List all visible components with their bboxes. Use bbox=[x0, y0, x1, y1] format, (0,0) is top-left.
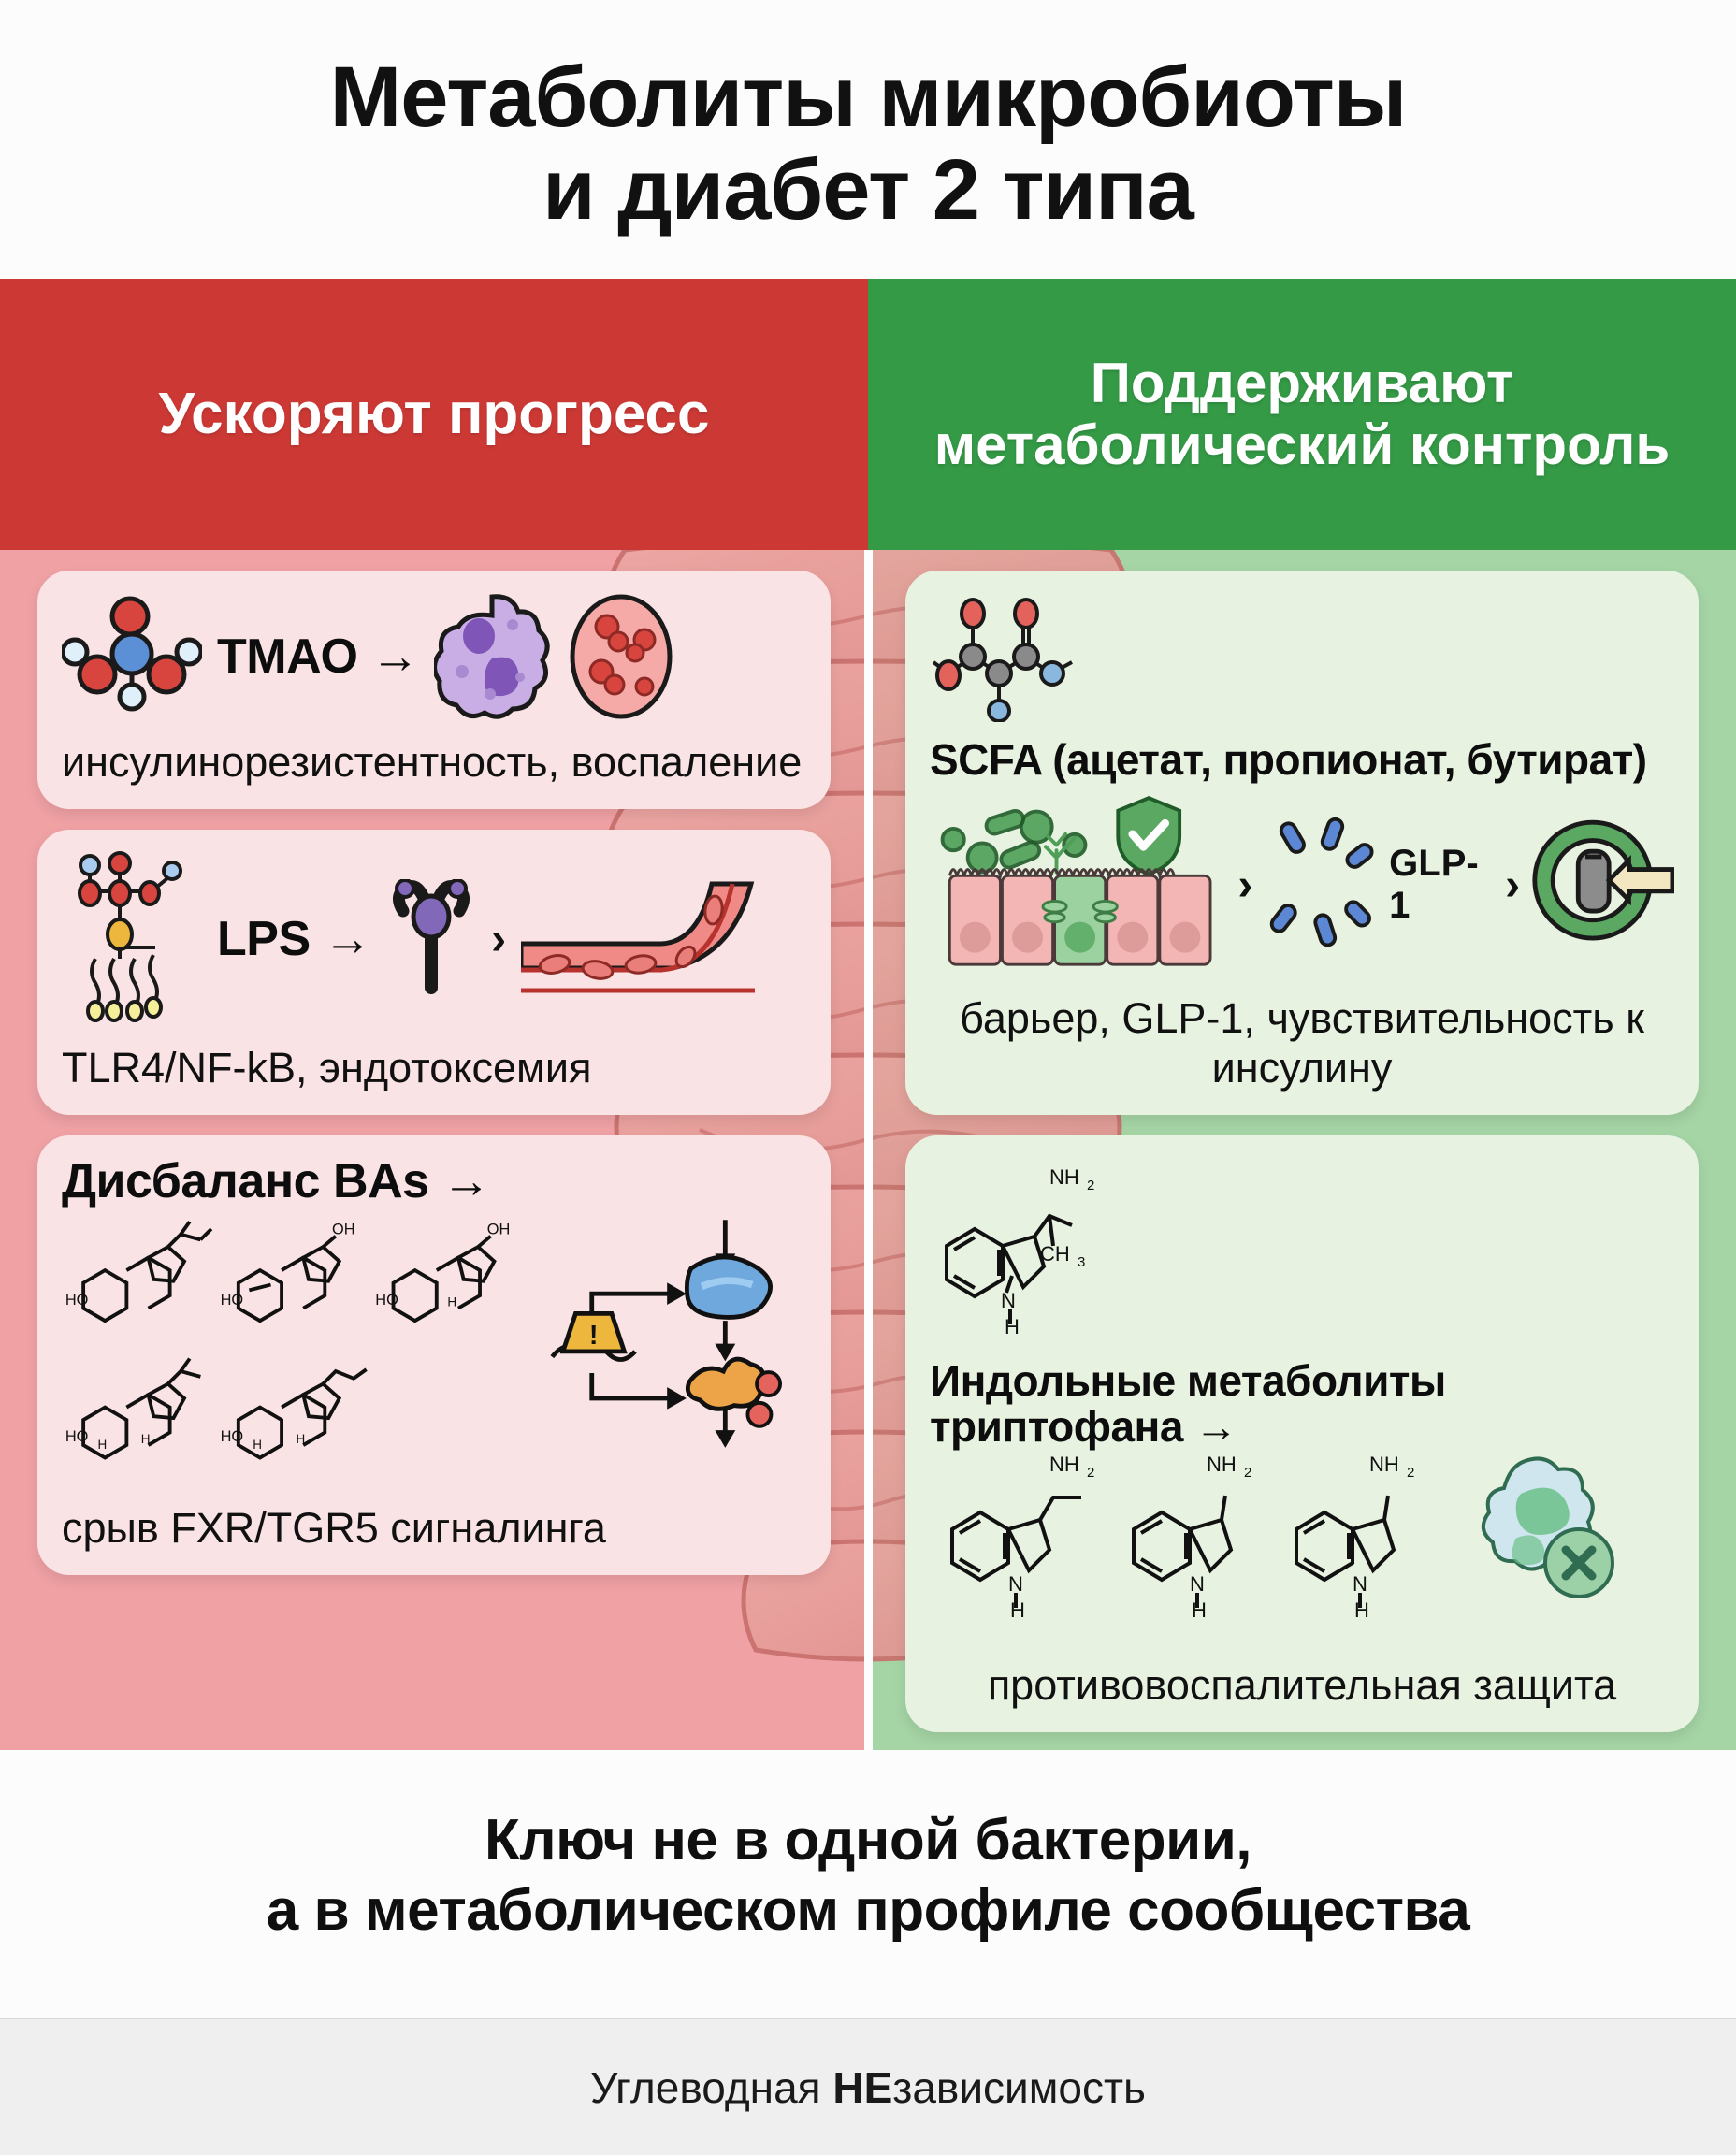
svg-text:H: H bbox=[447, 1294, 456, 1309]
tagline-line-2: а в метаболическом профиле сообщества bbox=[266, 1877, 1470, 1943]
comparison-body: Ускоряют прогресс bbox=[0, 279, 1736, 1750]
svg-text:2: 2 bbox=[1407, 1465, 1414, 1481]
panel-header-right-label: Поддерживают метаболический контроль bbox=[933, 352, 1671, 476]
svg-text:CH: CH bbox=[1040, 1242, 1070, 1266]
card-tmao[interactable]: ТМАО → bbox=[37, 571, 831, 810]
panel-header-right: Поддерживают метаболический контроль bbox=[868, 279, 1736, 550]
svg-text:HO: HO bbox=[375, 1292, 398, 1309]
bile-acid-structures-icon: HO OH HO bbox=[65, 1220, 511, 1460]
svg-text:OH: OH bbox=[332, 1221, 355, 1237]
brand-bar: Углеводная НЕзависимость bbox=[0, 2018, 1736, 2155]
lps-molecule-icon bbox=[78, 851, 182, 1023]
svg-text:H: H bbox=[296, 1432, 305, 1446]
tryptophan-molecule-icon: NH 2 CH 3 N H bbox=[945, 1165, 1094, 1338]
svg-text:H: H bbox=[141, 1432, 151, 1446]
blood-vessel-icon bbox=[521, 881, 756, 993]
immune-cell-icon bbox=[433, 594, 550, 719]
brand-bold: НЕ bbox=[832, 2062, 893, 2112]
chevron-right-icon-2: › bbox=[1505, 860, 1521, 910]
card-lps[interactable]: LPS → › bbox=[37, 830, 831, 1116]
svg-text:H: H bbox=[98, 1438, 108, 1452]
page-title: Метаболиты микробиоты и диабет 2 типа bbox=[0, 0, 1736, 279]
card-bile-acids[interactable]: Дисбаланс BAs → HO bbox=[37, 1135, 831, 1575]
tagline-block: Ключ не в одной бактерии, а в метаболиче… bbox=[0, 1750, 1736, 2018]
blood-cells-circle-icon bbox=[570, 594, 673, 719]
tlr4-receptor-icon bbox=[393, 879, 470, 995]
title-line-1: Метаболиты микробиоты bbox=[329, 49, 1408, 145]
svg-text:NH: NH bbox=[1049, 1453, 1079, 1476]
right-card-list: SCFA (ацетат, пропионат, бутират) bbox=[868, 550, 1736, 1750]
svg-text:2: 2 bbox=[1244, 1465, 1251, 1481]
svg-text:2: 2 bbox=[1087, 1178, 1094, 1193]
brand-name: Углеводная НЕзависимость bbox=[590, 2062, 1146, 2113]
svg-text:N: N bbox=[1353, 1572, 1367, 1596]
brand-prefix: Углеводная bbox=[589, 2062, 833, 2112]
chevron-right-icon-1: › bbox=[1237, 860, 1253, 910]
panel-header-left-label: Ускоряют прогресс bbox=[158, 381, 710, 446]
svg-text:2: 2 bbox=[1087, 1465, 1094, 1481]
svg-text:H: H bbox=[1010, 1598, 1025, 1622]
title-line-2: и диабет 2 типа bbox=[542, 142, 1194, 238]
card-bile-acids-sub: срыв FXR/TGR5 сигналинга bbox=[62, 1503, 606, 1552]
card-bile-acids-title: Дисбаланс BAs → bbox=[62, 1154, 491, 1209]
card-tmao-sub: инсулинорезистентность, воспаление bbox=[62, 738, 803, 786]
panel-accelerators: Ускоряют прогресс bbox=[0, 279, 868, 1750]
bacteria-icon bbox=[1270, 817, 1374, 947]
card-indole-metabolites[interactable]: NH 2 CH 3 N H Индольные метаболиты трипт… bbox=[905, 1135, 1699, 1733]
panel-header-left: Ускоряют прогресс bbox=[0, 279, 868, 550]
svg-text:HO: HO bbox=[65, 1428, 89, 1445]
card-indole-title: Индольные метаболиты триптофана → bbox=[930, 1356, 1446, 1451]
card-indole-sub: противовоспалительная защита bbox=[987, 1661, 1617, 1710]
bile-signal-diagram-icon: ! bbox=[550, 1219, 782, 1448]
card-tmao-title: ТМАО → bbox=[217, 629, 419, 684]
panel-protectors: Поддерживают метаболический контроль bbox=[868, 279, 1736, 1750]
svg-text:HO: HO bbox=[221, 1428, 244, 1445]
svg-text:N: N bbox=[1001, 1289, 1016, 1312]
svg-text:H: H bbox=[1354, 1598, 1369, 1622]
svg-text:HO: HO bbox=[221, 1292, 244, 1309]
chevron-right-icon: › bbox=[491, 914, 507, 964]
tagline-line-1: Ключ не в одной бактерии, bbox=[484, 1808, 1252, 1873]
left-card-list: ТМАО → bbox=[0, 550, 868, 1599]
glp1-label: GLP-1 bbox=[1389, 843, 1479, 927]
tmao-molecule-icon bbox=[62, 596, 202, 712]
card-lps-title: LPS → bbox=[217, 911, 372, 966]
svg-text:NH: NH bbox=[1049, 1165, 1079, 1189]
indole-structures-icon: NH 2 N H bbox=[950, 1453, 1414, 1622]
svg-text:N: N bbox=[1008, 1572, 1023, 1596]
macrophage-blocked-icon bbox=[1482, 1456, 1614, 1599]
svg-text:H: H bbox=[253, 1438, 262, 1452]
gut-epithelium-barrier-icon bbox=[940, 796, 1212, 966]
card-scfa-title: SCFA (ацетат, пропионат, бутират) bbox=[930, 735, 1647, 784]
svg-text:HO: HO bbox=[65, 1292, 89, 1309]
card-scfa[interactable]: SCFA (ацетат, пропионат, бутират) bbox=[905, 571, 1699, 1116]
svg-text:NH: NH bbox=[1369, 1453, 1399, 1476]
svg-text:!: ! bbox=[589, 1321, 599, 1351]
scfa-molecule-icon bbox=[932, 598, 1073, 722]
svg-text:NH: NH bbox=[1207, 1453, 1237, 1476]
svg-text:OH: OH bbox=[487, 1221, 511, 1237]
svg-text:3: 3 bbox=[1078, 1254, 1085, 1270]
svg-text:N: N bbox=[1190, 1572, 1205, 1596]
glp1-receptor-icon bbox=[1532, 820, 1674, 941]
panel-divider bbox=[864, 550, 873, 1750]
svg-text:H: H bbox=[1192, 1598, 1207, 1622]
card-lps-sub: TLR4/NF-kB, эндотоксемия bbox=[62, 1044, 592, 1092]
card-scfa-sub: барьер, GLP-1, чувствительность к инсули… bbox=[960, 994, 1644, 1092]
brand-suffix: зависимость bbox=[892, 2062, 1146, 2112]
